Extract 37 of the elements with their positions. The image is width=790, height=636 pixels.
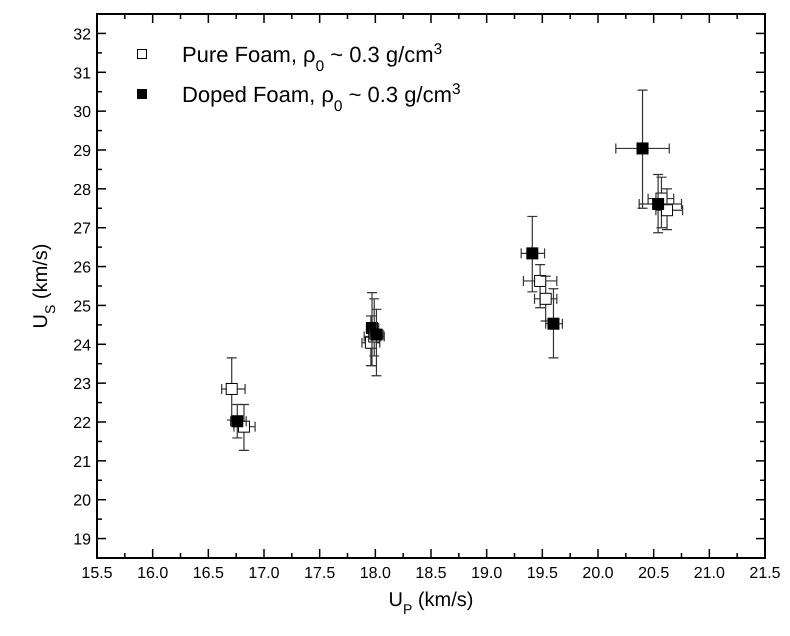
y-tick-label: 25 xyxy=(73,298,92,316)
point xyxy=(547,318,560,330)
y-tick-label: 24 xyxy=(73,337,92,354)
x-tick-label: 20.5 xyxy=(638,565,670,582)
x-tick-label: 17.5 xyxy=(304,565,336,582)
legend-label: Doped Foam, ρ$_{0}$ ~ 0.3 g/cm$^{3}$ xyxy=(182,80,460,114)
x-tick-label: 18.5 xyxy=(415,565,447,582)
point xyxy=(540,292,552,305)
y-tick-label: 27 xyxy=(73,220,92,238)
x-tick-label: 15.5 xyxy=(81,565,113,582)
x-tick-label: 19.0 xyxy=(471,565,502,582)
point xyxy=(636,142,649,154)
legend-label: Pure Foam, ρ$_{0}$ ~ 0.3 g/cm$^{3}$ xyxy=(182,40,442,74)
point xyxy=(231,415,244,428)
y-tick-label: 26 xyxy=(73,260,92,277)
y-tick-label: 32 xyxy=(73,26,92,44)
y-tick-label: 21 xyxy=(73,454,92,471)
x-axis-title: U$_{P}$ (km/s) xyxy=(388,589,474,617)
y-tick-label: 29 xyxy=(73,143,92,160)
y-tick-label: 30 xyxy=(73,104,92,122)
point xyxy=(652,198,664,210)
point xyxy=(526,247,538,260)
y-tick-label: 22 xyxy=(73,415,92,432)
x-tick-label: 21.5 xyxy=(749,565,781,582)
x-tick-label: 18.0 xyxy=(360,565,392,582)
y-tick-label: 20 xyxy=(73,492,92,510)
y-tick-label: 23 xyxy=(73,376,92,394)
x-tick-label: 21.0 xyxy=(694,565,726,582)
x-tick-label: 19.5 xyxy=(526,565,558,582)
x-tick-label: 16.0 xyxy=(137,565,168,582)
y-tick-label: 19 xyxy=(73,532,92,549)
x-tick-label: 16.5 xyxy=(192,565,224,582)
y-tick-label: 28 xyxy=(73,182,92,199)
x-tick-label: 17.0 xyxy=(248,565,280,582)
point xyxy=(226,382,238,395)
y-tick-label: 31 xyxy=(73,65,92,82)
x-tick-label: 20.0 xyxy=(582,565,614,582)
